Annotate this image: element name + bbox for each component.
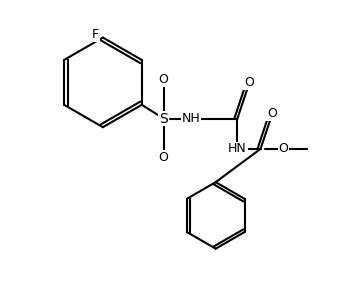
Text: O: O <box>279 142 289 155</box>
Text: O: O <box>159 151 169 164</box>
Text: O: O <box>267 107 277 120</box>
Text: HN: HN <box>228 142 247 155</box>
Text: NH: NH <box>182 112 201 125</box>
Text: S: S <box>159 112 168 126</box>
Text: O: O <box>244 77 254 89</box>
Text: O: O <box>159 73 169 86</box>
Text: F: F <box>92 28 99 41</box>
